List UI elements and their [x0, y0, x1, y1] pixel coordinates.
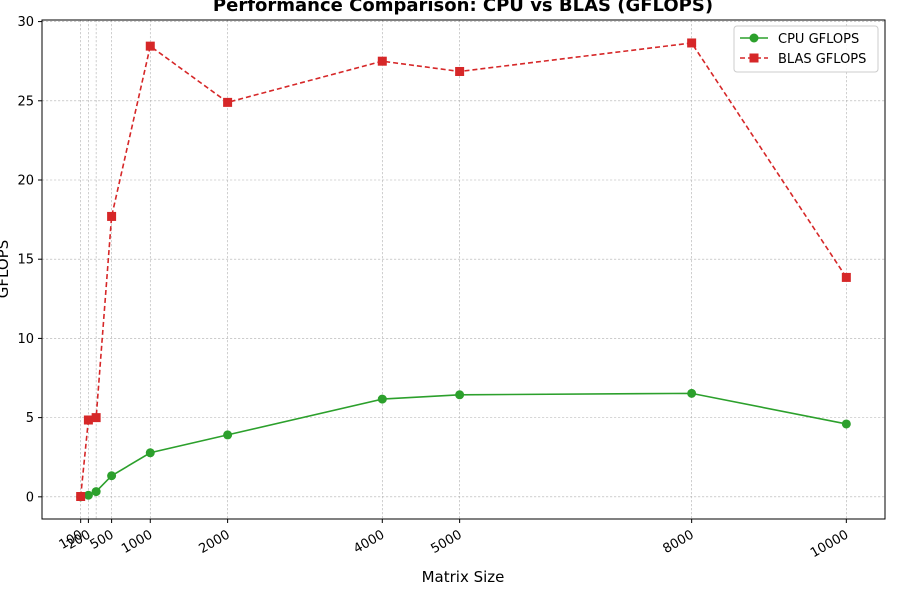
- x-axis-label: Matrix Size: [422, 568, 505, 586]
- data-point-blas: [91, 413, 101, 423]
- x-tick-label: 4000: [351, 527, 387, 557]
- data-point-cpu: [145, 448, 155, 458]
- data-point-cpu: [687, 388, 697, 398]
- data-point-cpu: [455, 390, 465, 400]
- y-tick-label: 10: [17, 332, 34, 347]
- x-tick-label: 8000: [660, 527, 696, 557]
- series-line-blas: [79, 42, 847, 497]
- x-tick-label: 2000: [196, 527, 232, 557]
- grid: [42, 20, 885, 519]
- legend-marker-cpu: [749, 33, 759, 43]
- data-point-blas: [687, 38, 697, 48]
- legend: CPU GFLOPS BLAS GFLOPS: [733, 25, 879, 73]
- y-tick-label: 20: [17, 173, 34, 188]
- x-tick-label: 500: [88, 527, 117, 552]
- data-point-cpu: [107, 471, 117, 481]
- data-point-cpu: [91, 487, 101, 497]
- data-point-cpu: [377, 394, 387, 404]
- y-tick-label: 30: [17, 15, 34, 30]
- data-point-blas: [107, 211, 117, 221]
- data-point-blas: [83, 415, 93, 425]
- data-point-cpu: [83, 490, 93, 500]
- x-tick-label: 5000: [428, 527, 464, 557]
- data-point-blas: [841, 272, 851, 282]
- legend-label-cpu: CPU GFLOPS: [778, 32, 859, 47]
- series-line-cpu: [80, 392, 847, 498]
- chart-title: Performance Comparison: CPU vs BLAS (GFL…: [213, 0, 713, 16]
- y-tick-label: 15: [17, 253, 34, 268]
- data-point-blas: [455, 66, 465, 76]
- data-point-blas: [377, 56, 387, 66]
- y-tick-label: 5: [26, 411, 34, 426]
- x-tick-label: 1000: [119, 527, 155, 557]
- plot-frame: [41, 19, 886, 520]
- data-point-blas: [145, 41, 155, 51]
- series-layer: [76, 38, 851, 502]
- data-point-blas: [76, 492, 86, 502]
- data-point-blas: [223, 97, 233, 107]
- y-tick-label: 25: [17, 94, 34, 109]
- legend-box: [733, 25, 879, 73]
- legend-marker-blas: [749, 53, 759, 63]
- data-point-cpu: [223, 430, 233, 440]
- data-point-cpu: [841, 419, 851, 429]
- x-tick-label: 10000: [808, 527, 851, 561]
- y-axis-label: GFLOPS: [0, 240, 12, 298]
- legend-label-blas: BLAS GFLOPS: [778, 52, 866, 67]
- y-tick-label: 0: [26, 490, 34, 505]
